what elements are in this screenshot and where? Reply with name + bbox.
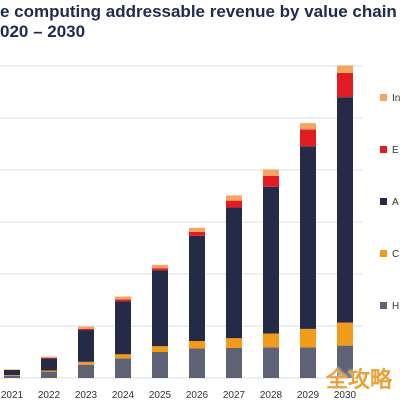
bar-segment-in-2026	[189, 227, 205, 232]
watermark-logo: 全攻略	[325, 368, 392, 393]
bar-segment-h-2021	[4, 375, 20, 378]
bar-segment-h-2027	[226, 347, 242, 378]
bar-segment-in-2027	[226, 195, 242, 201]
x-tick-label-2027: 2027	[223, 390, 246, 400]
bar-segment-e-2027	[226, 200, 242, 208]
bar-segment-c-2026	[189, 341, 205, 349]
bar-segment-c-2027	[226, 338, 242, 348]
bar-segment-in-2025	[152, 264, 168, 269]
bar-segment-in-2030	[337, 65, 353, 73]
bar-segment-e-2023	[78, 328, 94, 331]
bar-segment-h-2025	[152, 352, 168, 378]
bar-segment-c-2021	[4, 375, 20, 376]
bar-segment-c-2023	[78, 361, 94, 365]
bar-segment-a-2029	[300, 146, 316, 329]
x-tick-label-2028: 2028	[260, 390, 283, 400]
legend-label-in: In	[392, 93, 400, 104]
x-tick-label-2030: 2030	[334, 390, 357, 400]
bar-segment-a-2021	[4, 369, 20, 376]
bar-segment-a-2026	[189, 235, 205, 342]
bar-segment-a-2025	[152, 270, 168, 347]
bar-segment-e-2026	[189, 231, 205, 236]
bar-segment-h-2029	[300, 347, 316, 378]
x-tick-label-2023: 2023	[75, 390, 98, 400]
chart-title: e computing addressable revenue by value…	[0, 0, 400, 48]
x-tick-label-2024: 2024	[112, 390, 135, 400]
legend-label-c: C	[392, 249, 399, 260]
legend-swatch-h	[380, 302, 387, 309]
x-tick-label-2026: 2026	[186, 390, 209, 400]
legend-label-a: A	[392, 197, 399, 208]
bar-segment-a-2022	[41, 358, 57, 371]
bar-segment-a-2030	[337, 97, 353, 323]
x-tick-label-2029: 2029	[297, 390, 320, 400]
chart-title-line1: e computing addressable revenue by value…	[0, 2, 400, 21]
bar-segment-in-2021	[4, 369, 20, 370]
bar-segment-h-2024	[115, 358, 131, 378]
legend-label-h: H	[392, 301, 399, 312]
bar-segment-e-2025	[152, 268, 168, 271]
x-tick-label-2021: 2021	[1, 390, 24, 400]
bar-segment-c-2025	[152, 346, 168, 352]
legend-swatch-in	[380, 94, 387, 101]
bar-segment-a-2027	[226, 207, 242, 339]
bar-segment-c-2022	[41, 370, 57, 372]
bar-segment-in-2029	[300, 123, 316, 130]
bar-segment-h-2028	[263, 347, 279, 378]
bar-segment-e-2030	[337, 72, 353, 98]
bar-segment-h-2022	[41, 371, 57, 378]
x-tick-label-2022: 2022	[38, 390, 61, 400]
legend-swatch-a	[380, 198, 387, 205]
bar-segment-c-2030	[337, 322, 353, 346]
bar-segment-c-2029	[300, 328, 316, 348]
legend-label-e: E	[392, 145, 399, 156]
bar-segment-in-2024	[115, 296, 131, 300]
legend-swatch-e	[380, 146, 387, 153]
bar-segment-a-2028	[263, 186, 279, 334]
bar-segment-e-2024	[115, 299, 131, 302]
bar-segment-a-2023	[78, 330, 94, 362]
bar-segment-h-2023	[78, 364, 94, 378]
bar-segment-h-2026	[189, 348, 205, 378]
bar-segment-c-2024	[115, 354, 131, 359]
bar-segment-in-2023	[78, 326, 94, 329]
chart-title-line2: 020 – 2030	[0, 22, 86, 41]
bar-segment-e-2029	[300, 129, 316, 147]
bar-segment-in-2028	[263, 169, 279, 176]
bar-segment-e-2028	[263, 175, 279, 187]
bar-segment-c-2028	[263, 333, 279, 348]
x-tick-label-2025: 2025	[149, 390, 172, 400]
bar-segment-a-2024	[115, 301, 131, 355]
bar-segment-e-2022	[41, 357, 57, 359]
legend-swatch-c	[380, 250, 387, 257]
bar-segment-in-2022	[41, 356, 57, 358]
bar-segment-h-2030	[337, 345, 353, 378]
